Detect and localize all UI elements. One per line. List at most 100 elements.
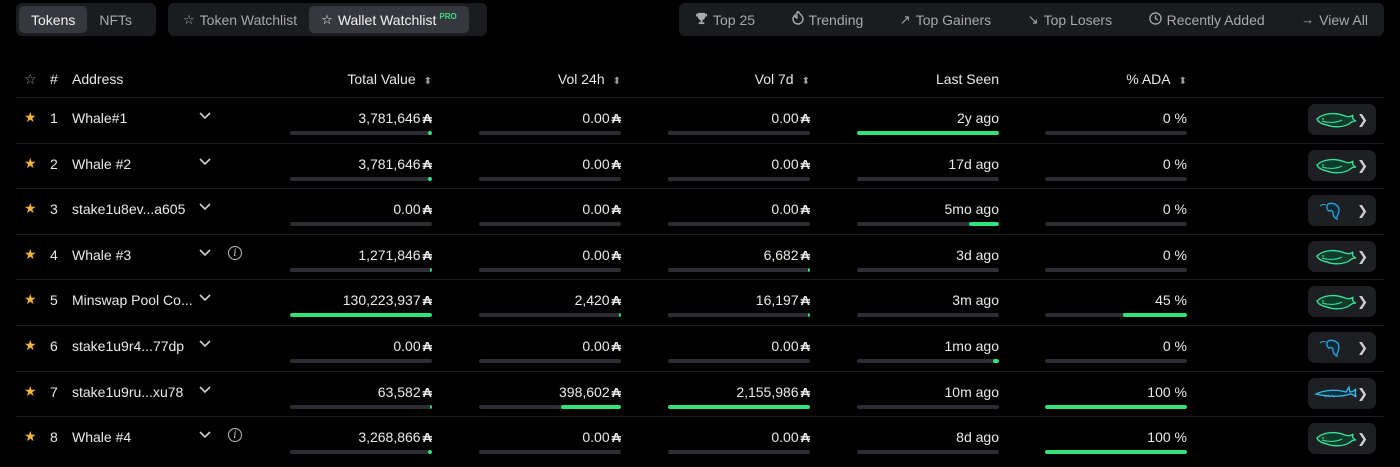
total-value-bar-fill	[428, 176, 432, 181]
pct-ada-value: 0 %	[1162, 246, 1187, 263]
wallet-detail-button[interactable]: ❯	[1308, 149, 1376, 181]
watchlist-star-icon[interactable]: ★	[24, 245, 37, 262]
wallet-detail-button[interactable]: ❯	[1308, 332, 1376, 363]
total-value-value: 3,268,866 ₳	[358, 429, 432, 446]
tab-tokens[interactable]: Tokens	[19, 6, 88, 33]
tab-view-all[interactable]: → View All	[1301, 11, 1368, 28]
col-last-seen[interactable]: Last Seen	[935, 71, 999, 87]
watchlist-star-icon[interactable]: ★	[24, 109, 37, 125]
wallet-detail-button[interactable]: ❯	[1308, 286, 1376, 318]
sort-icon: ⬍	[423, 76, 432, 87]
ada-symbol: ₳	[422, 156, 432, 172]
tab-recently-added[interactable]: Recently Added	[1137, 6, 1277, 33]
tab-trending[interactable]: Trending	[780, 6, 876, 33]
wallet-address[interactable]: Minswap Pool Co...	[72, 292, 192, 309]
col-vol24h[interactable]: Vol 24h ⬍	[557, 71, 621, 87]
clock-icon	[1148, 11, 1162, 28]
table-row[interactable]: ★ 8 Whale #4 i 3,268,866 ₳ 0.00 ₳ 0.00 ₳ 8d ago 100…	[16, 416, 1384, 461]
chevron-down-icon[interactable]	[198, 245, 212, 259]
chevron-down-icon[interactable]	[198, 336, 212, 350]
chevron-down-icon[interactable]	[198, 108, 212, 122]
tab-token-watchlist[interactable]: ☆ Token Watchlist	[183, 11, 298, 28]
total-value-bar	[290, 313, 432, 318]
pct-ada-value: 0 %	[1162, 338, 1187, 354]
col-pct-ada[interactable]: % ADA ⬍	[1126, 71, 1187, 87]
watchlist-star-icon[interactable]: ★	[24, 200, 37, 217]
wallet-detail-button[interactable]: ❯	[1308, 104, 1376, 135]
vol7d-value: 16,197 ₳	[755, 292, 810, 309]
trophy-icon	[695, 12, 708, 28]
wallet-detail-button[interactable]: ❯	[1308, 423, 1376, 455]
last-seen-value: 2y ago	[956, 110, 999, 126]
pct-ada-value: 0 %	[1162, 110, 1187, 126]
total-value-bar-fill	[428, 450, 432, 455]
last-seen-bar	[857, 313, 999, 318]
green-whale-icon	[1314, 155, 1358, 178]
table-row[interactable]: ★ 3 stake1u8ev...a605 0.00 ₳ 0.00 ₳ 0.00 ₳ 5mo ag…	[16, 188, 1384, 233]
tab-top-losers[interactable]: ↘ Top Losers	[1027, 11, 1113, 28]
star-outline-icon: ☆	[321, 11, 333, 27]
vol7d-value: 6,682 ₳	[763, 246, 810, 263]
last-seen-bar	[857, 267, 999, 272]
wallet-detail-button[interactable]: ❯	[1308, 195, 1376, 227]
wallet-address[interactable]: Whale #4	[72, 429, 132, 446]
top-tab-bar: Tokens NFTs ☆ Token Watchlist ☆ Wallet W…	[0, 3, 1400, 37]
vol24h-value: 0.00 ₳	[582, 246, 621, 263]
total-value-value: 0.00 ₳	[393, 201, 432, 218]
total-value-bar	[290, 222, 432, 227]
chevron-right-icon: ❯	[1357, 112, 1368, 127]
table-row[interactable]: ★ 1 Whale#1 3,781,646 ₳ 0.00 ₳ 0.00 ₳ 2y ago 0 % ❯	[16, 97, 1384, 142]
total-value-value: 1,271,846 ₳	[358, 246, 432, 263]
tab-top-25[interactable]: Top 25	[683, 6, 767, 33]
table-row[interactable]: ★ 4 Whale #3 i 1,271,846 ₳ 0.00 ₳ 6,682 ₳ 3d ago 0 …	[16, 233, 1384, 279]
watch-all-star-icon[interactable]: ☆	[24, 71, 37, 87]
table-header: ☆ # Address Total Value ⬍ Vol 24h ⬍ Vol 7d…	[0, 63, 1400, 96]
chevron-down-icon[interactable]	[198, 290, 212, 304]
last-seen-value: 3d ago	[956, 246, 999, 263]
info-icon[interactable]: i	[228, 245, 242, 260]
watchlist-star-icon[interactable]: ★	[24, 291, 37, 308]
last-seen-bar-fill	[993, 359, 999, 363]
wallet-address[interactable]: Whale #2	[72, 155, 132, 172]
table-row[interactable]: ★ 7 stake1u9ru...xu78 63,582 ₳ 398,602 ₳ 2,155,…	[16, 370, 1384, 416]
row-index: 3	[50, 201, 58, 218]
wallet-detail-button[interactable]: ❯	[1308, 377, 1376, 409]
vol7d-value: 0.00 ₳	[771, 201, 810, 218]
watchlist-star-icon[interactable]: ★	[24, 154, 37, 171]
wallet-detail-button[interactable]: ❯	[1308, 240, 1376, 272]
chevron-down-icon[interactable]	[198, 199, 212, 213]
watchlist-star-icon[interactable]: ★	[24, 428, 37, 445]
tab-wallet-watchlist[interactable]: ☆ Wallet Watchlist PRO	[309, 6, 469, 33]
watchlist-star-icon[interactable]: ★	[24, 382, 37, 399]
tab-nfts[interactable]: NFTs	[99, 11, 133, 28]
info-icon[interactable]: i	[228, 428, 242, 443]
ada-symbol: ₳	[611, 293, 621, 309]
table-row[interactable]: ★ 6 stake1u9r4...77dp 0.00 ₳ 0.00 ₳ 0.00 ₳ 1mo ag…	[16, 325, 1384, 370]
wallet-address[interactable]: stake1u8ev...a605	[72, 201, 186, 218]
vol24h-bar	[479, 176, 621, 181]
total-value-value: 3,781,646 ₳	[358, 155, 432, 172]
row-index: 7	[50, 383, 58, 400]
wallet-address[interactable]: stake1u9ru...xu78	[72, 383, 184, 400]
table-row[interactable]: ★ 5 Minswap Pool Co... 130,223,937 ₳ 2,420 ₳ 16…	[16, 279, 1384, 324]
tab-top-gainers[interactable]: ↗ Top Gainers	[899, 11, 992, 28]
chevron-right-icon: ❯	[1357, 340, 1368, 355]
wallet-address[interactable]: Whale #3	[72, 246, 132, 263]
col-vol7d[interactable]: Vol 7d ⬍	[754, 71, 810, 87]
chevron-right-icon: ❯	[1357, 248, 1368, 264]
vol24h-bar	[479, 450, 621, 455]
row-index: 4	[50, 246, 58, 263]
last-seen-bar	[857, 131, 999, 135]
chevron-down-icon[interactable]	[198, 382, 212, 396]
table-row[interactable]: ★ 2 Whale #2 3,781,646 ₳ 0.00 ₳ 0.00 ₳ 17d ago 0 %…	[16, 142, 1384, 188]
wallet-address[interactable]: Whale#1	[72, 110, 128, 126]
watchlist-star-icon[interactable]: ★	[24, 337, 37, 353]
ada-symbol: ₳	[611, 111, 621, 126]
wallet-address[interactable]: stake1u9r4...77dp	[72, 338, 185, 354]
col-total-value[interactable]: Total Value ⬍	[347, 71, 432, 87]
chevron-down-icon[interactable]	[198, 427, 212, 441]
chevron-down-icon[interactable]	[198, 154, 212, 168]
ada-symbol: ₳	[422, 384, 432, 400]
blue-shrimp-icon	[1314, 337, 1358, 360]
total-value-bar-fill	[430, 267, 432, 272]
